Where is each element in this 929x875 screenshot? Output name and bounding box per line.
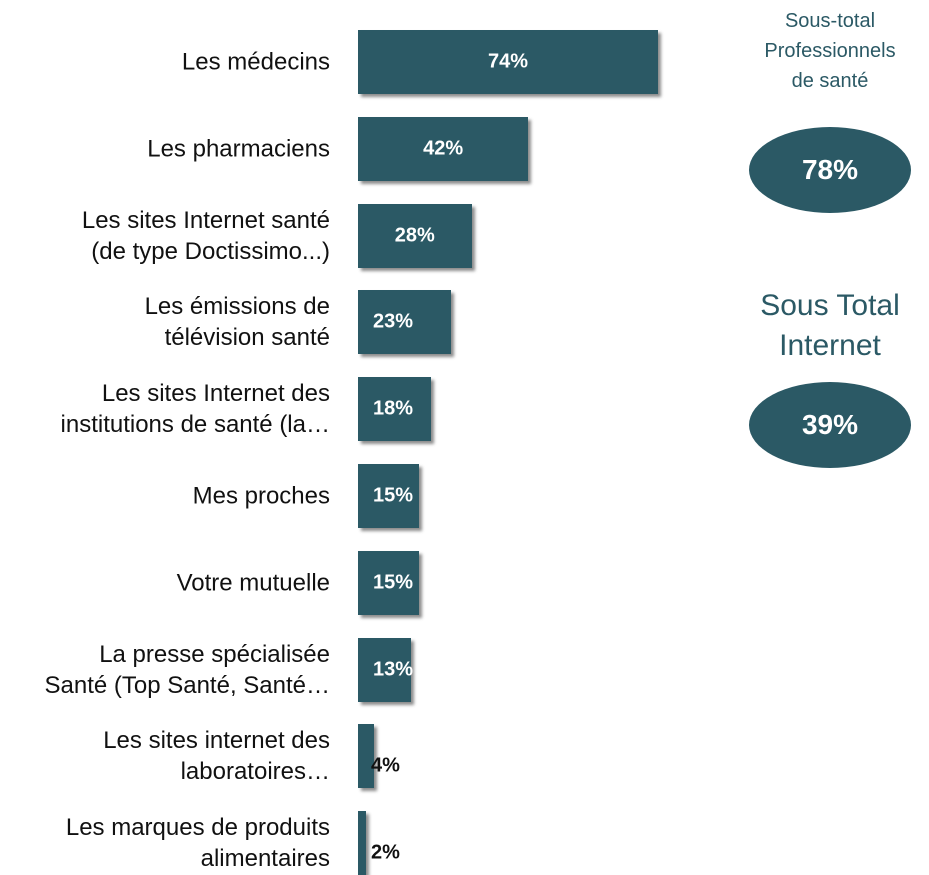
value-label: 42% bbox=[423, 137, 464, 160]
value-label: 13% bbox=[373, 658, 414, 681]
value-label: 15% bbox=[373, 484, 414, 507]
subtotal-ellipse bbox=[749, 382, 911, 468]
value-label: 74% bbox=[487, 50, 529, 73]
category-label: Les sites Internet des institutions de s… bbox=[60, 380, 330, 439]
category-label: Les médecins bbox=[181, 48, 330, 76]
bar bbox=[358, 811, 367, 875]
bar bbox=[358, 464, 419, 528]
bar bbox=[358, 377, 431, 442]
category-label: Les sites Internet santé (de type Doctis… bbox=[81, 206, 330, 265]
value-label: 23% bbox=[373, 310, 414, 333]
category-label: Les émissions de télévision santé bbox=[144, 293, 330, 352]
value-label: 15% bbox=[373, 571, 414, 594]
bar bbox=[358, 30, 658, 94]
category-label: Les pharmaciens bbox=[147, 135, 330, 163]
bar bbox=[358, 290, 452, 355]
category-label: Les sites internet des laboratoires… bbox=[103, 727, 330, 786]
subtotal-label: 78% bbox=[801, 154, 859, 185]
value-label: 4% bbox=[371, 754, 400, 777]
category-label: Les marques de produits alimentaires bbox=[65, 814, 330, 873]
value-label: 18% bbox=[373, 397, 414, 420]
subtotal-title: Sous-total Professionnels de santé bbox=[764, 10, 896, 92]
subtotal-label: 39% bbox=[801, 409, 859, 440]
category-label: La presse spécialisée Santé (Top Santé, … bbox=[44, 640, 330, 699]
value-label: 28% bbox=[394, 224, 435, 247]
subtotal-ellipse bbox=[749, 127, 911, 213]
bar bbox=[358, 550, 419, 615]
category-label: Votre mutuelle bbox=[176, 569, 330, 597]
bar bbox=[358, 116, 529, 181]
bar bbox=[358, 724, 375, 789]
bar bbox=[358, 637, 411, 702]
value-label: 2% bbox=[371, 841, 400, 864]
bar bbox=[358, 203, 472, 268]
subtotal-title: Sous Total Internet bbox=[760, 289, 900, 362]
category-label: Mes proches bbox=[192, 482, 330, 510]
